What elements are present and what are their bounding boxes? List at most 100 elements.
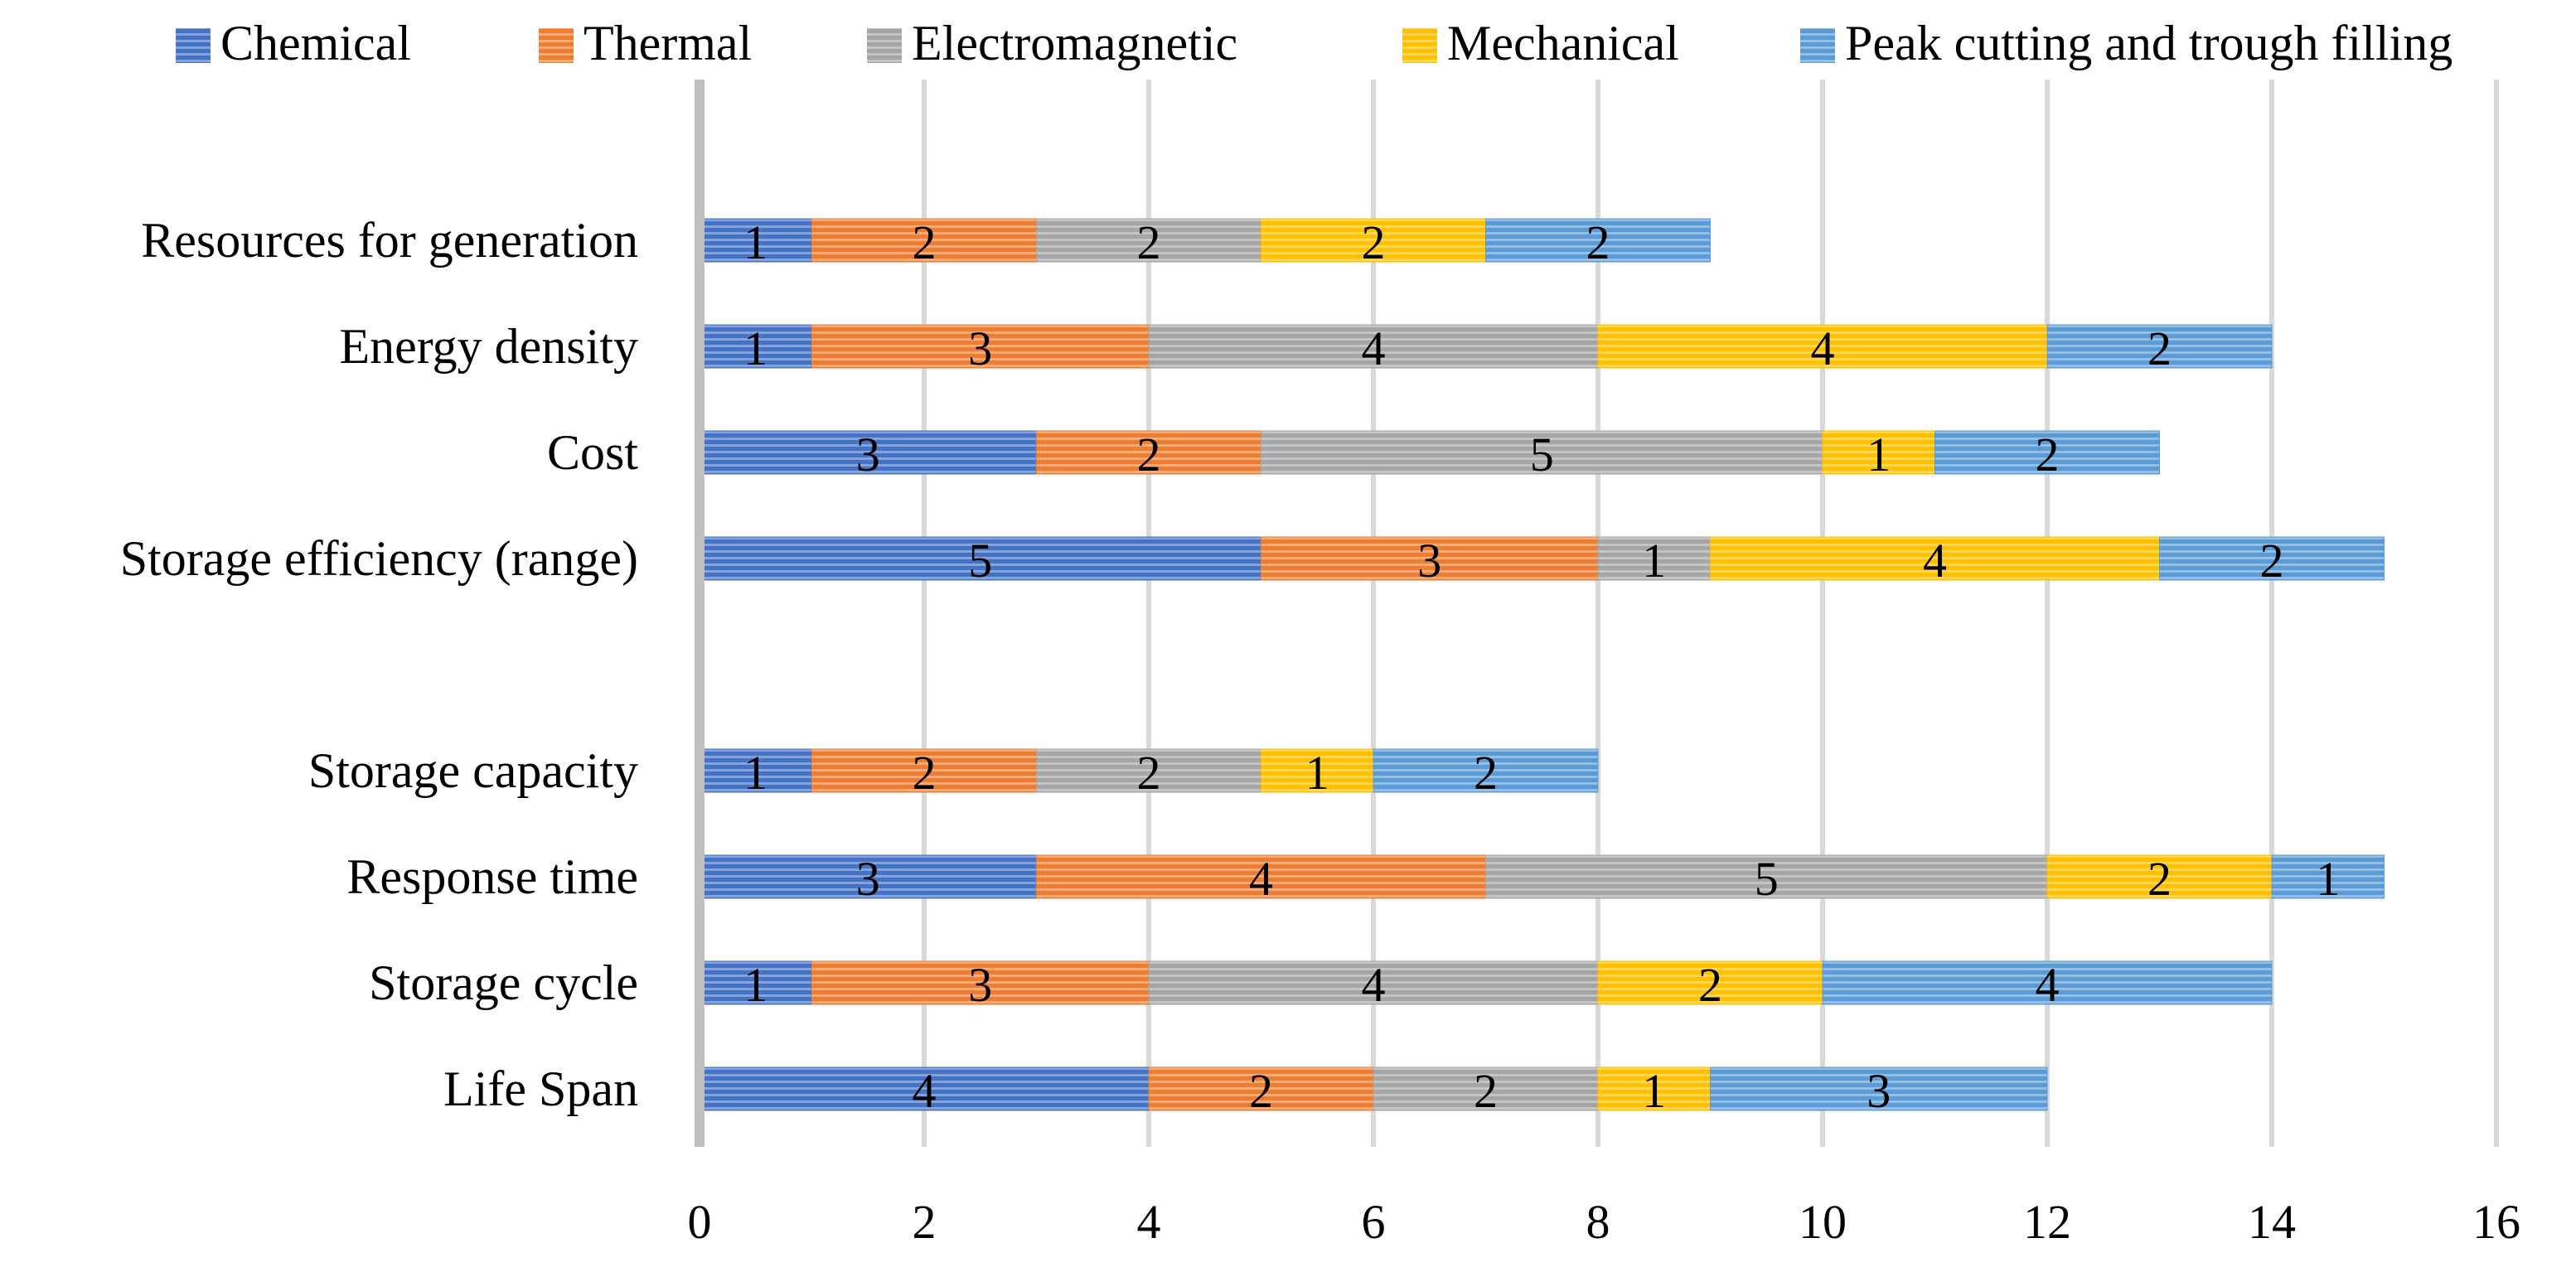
category-label-storage-cycle: Storage cycle xyxy=(369,955,638,1010)
bar-resources-for-generation-thermal xyxy=(811,218,1037,263)
data-label-storage-cycle-mechanical: 2 xyxy=(1698,958,1722,1012)
legend-label-electromagnetic: Electromagnetic xyxy=(912,16,1237,70)
data-label-life-span-peak-cutting-and-trough-filling: 3 xyxy=(1867,1064,1891,1118)
data-label-storage-cycle-chemical: 1 xyxy=(743,958,767,1012)
bar-life-span-mechanical xyxy=(1597,1066,1711,1111)
x-tick-label-2: 2 xyxy=(913,1195,937,1249)
bar-cost-mechanical xyxy=(1822,430,1935,475)
data-label-storage-cycle-thermal: 3 xyxy=(968,958,992,1012)
x-tick-label-6: 6 xyxy=(1362,1195,1386,1249)
x-tick-label-8: 8 xyxy=(1586,1195,1610,1249)
category-label-storage-capacity: Storage capacity xyxy=(308,743,638,798)
bar-resources-for-generation-electromagnetic xyxy=(1036,218,1261,263)
category-label-resources-for-generation: Resources for generation xyxy=(141,213,638,268)
bars xyxy=(699,218,2385,1111)
x-tick-label-0: 0 xyxy=(688,1195,712,1249)
bar-energy-density-chemical xyxy=(699,324,812,369)
bar-storage-cycle-electromagnetic xyxy=(1148,960,1599,1005)
bar-storage-efficiency-range-thermal xyxy=(1261,536,1599,581)
data-label-storage-capacity-chemical: 1 xyxy=(743,746,767,800)
data-label-cost-mechanical: 1 xyxy=(1867,428,1891,481)
legend-swatch-mechanical xyxy=(1402,28,1437,63)
bar-storage-capacity-electromagnetic xyxy=(1036,748,1261,793)
bar-energy-density-mechanical xyxy=(1597,324,2048,369)
legend-item-mechanical: Mechanical xyxy=(1402,16,1679,70)
bar-storage-efficiency-range-mechanical xyxy=(1710,536,2160,581)
bar-storage-capacity-peak-cutting-and-trough-filling xyxy=(1373,748,1599,793)
bar-storage-cycle-thermal xyxy=(811,960,1150,1005)
data-label-life-span-mechanical: 1 xyxy=(1642,1064,1666,1118)
data-label-energy-density-electromagnetic: 4 xyxy=(1362,322,1386,375)
legend-item-chemical: Chemical xyxy=(176,16,411,70)
legend: Chemical Thermal Electromagnetic Mechanical… xyxy=(176,16,2453,70)
data-label-response-time-mechanical: 2 xyxy=(2147,852,2172,906)
bar-energy-density-electromagnetic xyxy=(1148,324,1599,369)
x-tick-label-4: 4 xyxy=(1137,1195,1161,1249)
data-label-storage-efficiency-range-mechanical: 4 xyxy=(1923,534,1947,588)
data-label-storage-efficiency-range-electromagnetic: 1 xyxy=(1642,534,1666,588)
x-tick-label-16: 16 xyxy=(2472,1195,2520,1249)
data-label-storage-efficiency-range-peak-cutting-and-trough-filling: 2 xyxy=(2260,534,2284,588)
data-label-energy-density-mechanical: 4 xyxy=(1811,322,1835,375)
bar-life-span-peak-cutting-and-trough-filling xyxy=(1710,1066,2048,1111)
data-label-storage-capacity-thermal: 2 xyxy=(913,746,937,800)
legend-item-electromagnetic: Electromagnetic xyxy=(867,16,1237,70)
category-label-life-span: Life Span xyxy=(443,1061,638,1116)
bar-response-time-peak-cutting-and-trough-filling xyxy=(2271,854,2385,899)
bar-cost-peak-cutting-and-trough-filling xyxy=(1934,430,2160,475)
data-label-life-span-electromagnetic: 2 xyxy=(1474,1064,1498,1118)
legend-swatch-peak-cutting-and-trough-filling xyxy=(1800,28,1835,63)
data-label-resources-for-generation-chemical: 1 xyxy=(743,215,767,269)
bar-storage-cycle-peak-cutting-and-trough-filling xyxy=(1822,960,2273,1005)
category-label-storage-efficiency-range: Storage efficiency (range) xyxy=(120,531,638,586)
data-label-resources-for-generation-peak-cutting-and-trough-filling: 2 xyxy=(1586,215,1610,269)
data-label-storage-cycle-electromagnetic: 4 xyxy=(1362,958,1386,1012)
data-label-cost-thermal: 2 xyxy=(1137,428,1161,481)
data-label-resources-for-generation-mechanical: 2 xyxy=(1362,215,1386,269)
legend-label-mechanical: Mechanical xyxy=(1447,16,1679,70)
x-tick-label-14: 14 xyxy=(2248,1195,2296,1249)
legend-label-peak-cutting-and-trough-filling: Peak cutting and trough filling xyxy=(1845,16,2453,70)
category-label-response-time: Response time xyxy=(346,849,638,904)
bar-life-span-electromagnetic xyxy=(1373,1066,1599,1111)
data-label-storage-efficiency-range-thermal: 3 xyxy=(1417,534,1441,588)
legend-item-thermal: Thermal xyxy=(539,16,752,70)
data-label-response-time-peak-cutting-and-trough-filling: 1 xyxy=(2316,852,2340,906)
data-label-cost-chemical: 3 xyxy=(856,428,880,481)
x-tick-label-10: 10 xyxy=(1799,1195,1847,1249)
category-label-energy-density: Energy density xyxy=(340,319,639,374)
bar-storage-capacity-thermal xyxy=(811,748,1037,793)
data-label-resources-for-generation-electromagnetic: 2 xyxy=(1137,215,1161,269)
data-label-life-span-chemical: 4 xyxy=(913,1064,937,1118)
x-tick-label-12: 12 xyxy=(2023,1195,2071,1249)
bar-energy-density-thermal xyxy=(811,324,1150,369)
data-label-response-time-chemical: 3 xyxy=(856,852,880,906)
bar-life-span-thermal xyxy=(1148,1066,1374,1111)
bar-response-time-mechanical xyxy=(2046,854,2273,899)
bar-storage-cycle-chemical xyxy=(699,960,812,1005)
data-label-energy-density-chemical: 1 xyxy=(743,322,767,375)
bar-storage-capacity-chemical xyxy=(699,748,812,793)
data-label-storage-capacity-mechanical: 1 xyxy=(1305,746,1329,800)
bar-storage-efficiency-range-peak-cutting-and-trough-filling xyxy=(2159,536,2385,581)
data-label-resources-for-generation-thermal: 2 xyxy=(913,215,937,269)
bar-storage-efficiency-range-electromagnetic xyxy=(1597,536,1711,581)
legend-swatch-electromagnetic xyxy=(867,28,902,63)
legend-swatch-chemical xyxy=(176,28,211,63)
bar-storage-capacity-mechanical xyxy=(1261,748,1374,793)
legend-swatch-thermal xyxy=(539,28,574,63)
data-label-storage-cycle-peak-cutting-and-trough-filling: 4 xyxy=(2036,958,2060,1012)
bar-response-time-electromagnetic xyxy=(1485,854,2048,899)
legend-label-thermal: Thermal xyxy=(583,16,752,70)
data-label-response-time-electromagnetic: 5 xyxy=(1755,852,1779,906)
legend-item-peak-cutting-and-trough-filling: Peak cutting and trough filling xyxy=(1800,16,2453,70)
bar-resources-for-generation-peak-cutting-and-trough-filling xyxy=(1485,218,1711,263)
bar-response-time-thermal xyxy=(1036,854,1486,899)
bar-cost-thermal xyxy=(1036,430,1261,475)
data-label-storage-capacity-electromagnetic: 2 xyxy=(1137,746,1161,800)
bar-cost-electromagnetic xyxy=(1261,430,1823,475)
data-label-cost-peak-cutting-and-trough-filling: 2 xyxy=(2036,428,2060,481)
